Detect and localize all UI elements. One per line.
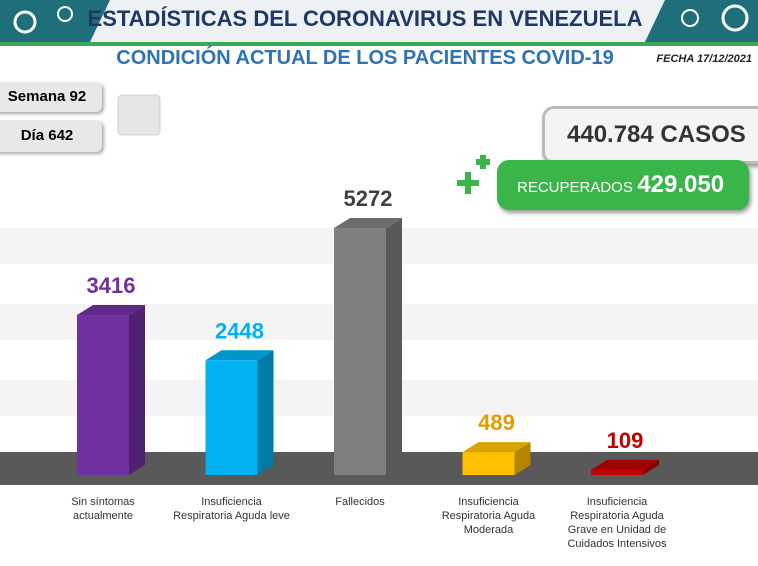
bar-side xyxy=(129,304,145,475)
recovered-label: RECUPERADOS xyxy=(517,179,633,196)
subtitle: CONDICIÓN ACTUAL DE LOS PACIENTES COVID-… xyxy=(116,45,613,69)
value-label: 109 xyxy=(607,428,644,453)
category-label: Sin síntomas actualmente xyxy=(71,496,135,522)
calendar-icon xyxy=(117,94,161,136)
value-label: 3416 xyxy=(87,273,136,298)
value-label: 5272 xyxy=(344,186,393,211)
bar-side xyxy=(386,218,402,475)
category-label: Insuficiencia Respiratoria Aguda Grave e… xyxy=(567,496,667,550)
category-label: Insuficiencia Respiratoria Aguda Moderad… xyxy=(441,496,536,536)
bar-top xyxy=(462,442,531,453)
bar-top xyxy=(591,459,659,470)
header-underline xyxy=(0,42,758,46)
value-label: 489 xyxy=(478,410,515,435)
bar xyxy=(591,469,643,475)
virus-icon xyxy=(57,6,73,22)
category-label: Fallecidos xyxy=(335,496,385,508)
day: Día 642 xyxy=(0,120,102,152)
bar-top xyxy=(334,218,402,228)
virus-icon xyxy=(681,9,699,27)
bar-top xyxy=(205,350,274,361)
virus-icon xyxy=(721,4,749,32)
header-right xyxy=(645,0,758,42)
recovered-value: 429.050 xyxy=(637,171,725,198)
category-label: Insuficiencia Respiratoria Aguda leve xyxy=(173,496,290,522)
bar xyxy=(77,314,129,475)
bar xyxy=(462,452,515,475)
virus-icon xyxy=(13,10,37,34)
week: Semana 92 xyxy=(0,82,102,112)
bar-side xyxy=(643,459,659,475)
title: ESTADÍSTICAS DEL CORONAVIRUS EN VENEZUEL… xyxy=(88,6,643,31)
header-band xyxy=(0,0,758,42)
cases: 440.784 CASOS xyxy=(542,106,758,164)
plus-icon xyxy=(457,155,490,194)
bar xyxy=(205,360,258,475)
bar-side xyxy=(257,350,274,475)
bar-side xyxy=(514,442,531,475)
value-label: 2448 xyxy=(215,318,264,343)
bar-top xyxy=(77,304,145,315)
bar xyxy=(334,228,386,475)
recovered-box: RECUPERADOS 429.050 xyxy=(497,160,749,210)
date: FECHA 17/12/2021 xyxy=(656,53,752,65)
